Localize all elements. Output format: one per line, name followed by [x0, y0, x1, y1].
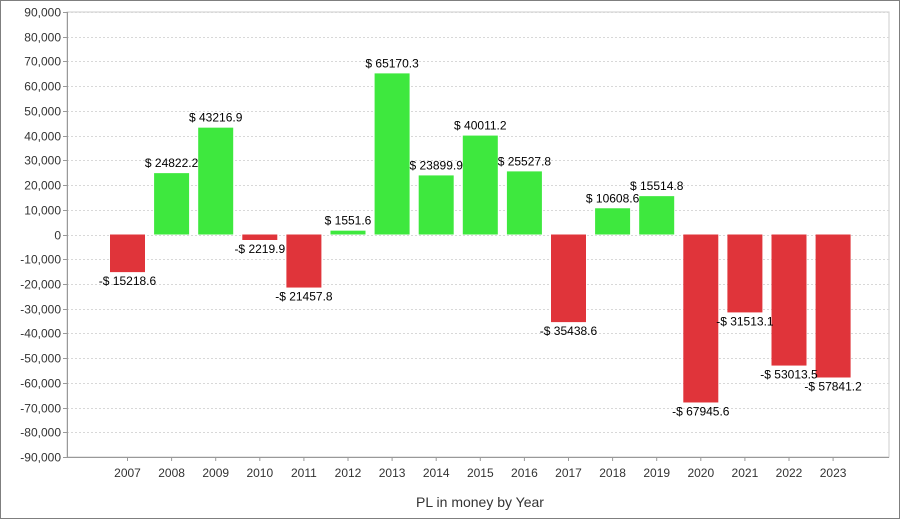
x-axis-title: PL in money by Year	[416, 494, 544, 510]
x-tick-label: 2010	[246, 466, 273, 480]
bar-2021	[727, 234, 763, 313]
y-tick-label: 90,000	[24, 6, 61, 20]
bar-2017	[551, 234, 586, 323]
x-tick-label: 2009	[202, 466, 229, 480]
bar-2010	[242, 234, 278, 240]
y-tick-label: 80,000	[24, 31, 61, 45]
data-label-2011: -$ 21457.8	[275, 290, 333, 304]
y-tick-label: -30,000	[20, 303, 61, 317]
x-tick-label: 2018	[599, 466, 626, 480]
data-label-2021: -$ 31513.1	[716, 314, 774, 328]
bar-2015	[462, 135, 498, 235]
y-tick-label: 0	[54, 229, 61, 243]
bar-2023	[815, 234, 851, 378]
x-tick-label: 2013	[379, 466, 406, 480]
y-tick-label: 40,000	[24, 130, 61, 144]
bar-2016	[506, 171, 542, 235]
bar-2019	[639, 196, 675, 235]
data-label-2015: $ 40011.2	[454, 119, 507, 133]
data-label-2014: $ 23899.9	[410, 158, 464, 172]
data-label-2020: -$ 67945.6	[672, 404, 730, 418]
y-tick-label: -70,000	[20, 402, 61, 416]
x-tick-label: 2015	[467, 466, 494, 480]
x-tick-label: 2016	[511, 466, 538, 480]
bars	[110, 73, 851, 403]
x-tick-label: 2011	[291, 466, 317, 480]
bar-2022	[771, 234, 807, 366]
data-label-2009: $ 43216.9	[189, 111, 243, 125]
y-tick-label: 20,000	[24, 179, 61, 193]
x-tick-label: 2007	[114, 466, 141, 480]
data-label-2018: $ 10608.6	[586, 191, 640, 205]
bar-2007	[110, 234, 145, 273]
x-tick-label: 2021	[732, 466, 759, 480]
x-tick-label: 2012	[335, 466, 362, 480]
data-label-2012: $ 1551.6	[325, 214, 372, 228]
y-tick-label: -10,000	[20, 253, 61, 267]
data-label-2022: -$ 53013.5	[760, 368, 818, 382]
bar-2008	[154, 173, 190, 235]
data-label-2010: -$ 2219.9	[234, 242, 285, 256]
y-tick-label: -20,000	[20, 278, 61, 292]
data-label-2017: -$ 35438.6	[540, 324, 598, 338]
data-label-2008: $ 24822.2	[145, 156, 199, 170]
bar-2013	[374, 73, 410, 235]
y-tick-label: -90,000	[20, 451, 61, 465]
x-tick-label: 2020	[687, 466, 714, 480]
bar-2020	[683, 234, 719, 403]
x-tick-label: 2022	[776, 466, 803, 480]
bar-2018	[595, 208, 631, 235]
y-tick-label: -40,000	[20, 327, 61, 341]
y-tick-label: 70,000	[24, 55, 61, 69]
y-tick-label: 30,000	[24, 154, 61, 168]
x-tick-label: 2023	[820, 466, 847, 480]
grid-lines	[66, 11, 890, 458]
data-label-2007: -$ 15218.6	[99, 274, 157, 288]
y-tick-label: -60,000	[20, 377, 61, 391]
bar-2009	[198, 127, 234, 235]
x-tick-label: 2008	[158, 466, 185, 480]
data-labels: -$ 15218.6 $ 24822.2 $ 43216.9 -$ 2219.9 -$ …	[99, 56, 862, 418]
y-tick-label: -50,000	[20, 352, 61, 366]
data-label-2013: $ 65170.3	[365, 56, 419, 70]
axes	[63, 12, 889, 461]
y-tick-label: 60,000	[24, 80, 61, 94]
data-label-2023: -$ 57841.2	[804, 379, 862, 393]
x-tick-label: 2019	[643, 466, 670, 480]
x-tick-label: 2014	[423, 466, 450, 480]
y-tick-label: 10,000	[24, 204, 61, 218]
bar-2014	[418, 175, 454, 235]
bar-2011	[286, 234, 322, 288]
tick-labels: 90,000 80,000 70,000 60,000 50,000 40,000 30,0…	[20, 6, 846, 481]
x-tick-label: 2017	[555, 466, 582, 480]
data-label-2016: $ 25527.8	[498, 154, 552, 168]
y-tick-label: -80,000	[20, 426, 61, 440]
data-label-2019: $ 15514.8	[630, 179, 684, 193]
y-tick-label: 50,000	[24, 105, 61, 119]
bar-2012	[330, 230, 366, 235]
